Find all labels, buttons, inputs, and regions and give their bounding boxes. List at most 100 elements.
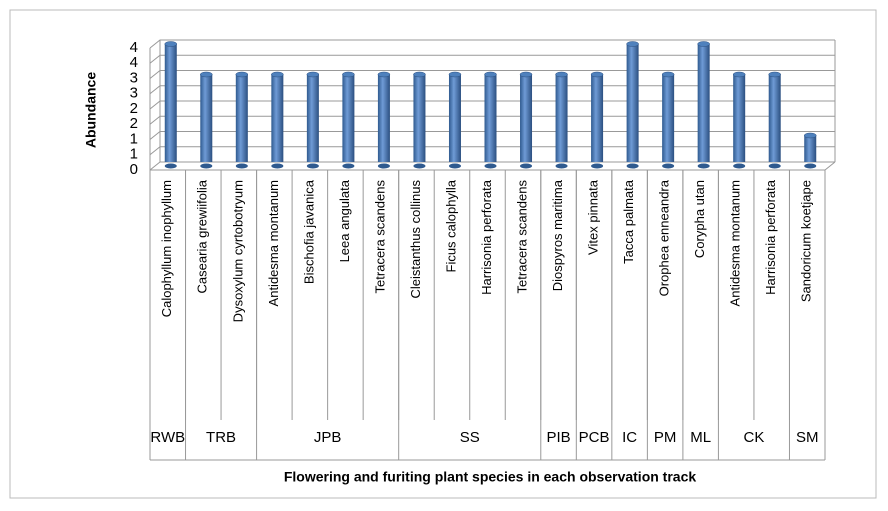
x-tick-label: Cleistanthus collinus: [408, 180, 423, 299]
bar-bottom: [448, 163, 461, 169]
x-tick-label: Orophea enneandra: [657, 179, 672, 296]
bar-top: [200, 71, 213, 78]
bar-top: [271, 71, 284, 78]
bar-bottom: [306, 163, 319, 169]
bar: [271, 74, 284, 162]
group-label: CK: [744, 429, 765, 446]
bar-bottom: [733, 163, 746, 169]
x-tick-label: Leea angulata: [337, 179, 352, 262]
bar: [413, 74, 426, 162]
bar-bottom: [555, 163, 568, 169]
x-tick-label: Bischofia javanica: [301, 179, 316, 284]
bar: [804, 135, 817, 162]
bar-bottom: [484, 163, 497, 169]
group-label: ML: [690, 429, 711, 446]
y-tick-label: 4: [130, 54, 138, 71]
y-tick-label: 3: [130, 69, 138, 86]
bar-top: [164, 41, 178, 47]
bar: [377, 74, 390, 162]
x-tick-label: Dysoxylum cyrtobotryum: [230, 180, 245, 322]
x-tick-label: Tetracera scandens: [514, 180, 529, 294]
bar-bottom: [200, 163, 213, 169]
bar-bottom: [377, 163, 390, 169]
x-tick-label: Tetracera scandens: [372, 180, 387, 294]
bar: [235, 74, 248, 162]
bar-top: [803, 132, 817, 139]
bar: [484, 74, 497, 162]
y-tick-label: 2: [130, 100, 138, 117]
bar-bottom: [235, 163, 248, 169]
y-tick-label: 1: [130, 130, 138, 147]
bar: [768, 74, 781, 162]
x-tick-label: Harrisonia perforata: [479, 179, 494, 295]
bar-bottom: [591, 163, 604, 169]
x-tick-label: Vitex pinnata: [586, 179, 601, 255]
group-label: PIB: [546, 429, 570, 446]
bar-top: [306, 71, 320, 78]
grid-line: [149, 54, 835, 64]
bar: [662, 74, 675, 162]
bar-bottom: [804, 163, 817, 169]
x-tick-label: Ficus calophylla: [443, 179, 458, 272]
y-axis-title: Abundance: [83, 72, 99, 148]
bar-top: [484, 71, 497, 78]
group-label: TRB: [206, 429, 236, 446]
bar-top: [590, 71, 604, 78]
x-tick-label: Tacca palmata: [621, 179, 636, 264]
bar-top: [768, 71, 781, 78]
x-tick-label: Antidesma montanum: [266, 180, 281, 306]
y-tick-label: 2: [130, 115, 138, 132]
bar-bottom: [697, 163, 710, 169]
bar-top: [377, 71, 391, 78]
x-tick-label: Harrisonia perforata: [763, 179, 778, 295]
y-tick-label: 4: [130, 39, 138, 56]
y-tick-label: 0: [130, 161, 138, 178]
x-tick-label: Corypha utan: [692, 180, 707, 258]
bar-top: [235, 71, 249, 78]
group-label: RWB: [150, 429, 185, 446]
x-tick-label: Diospyros maritima: [550, 179, 565, 291]
bar-top: [519, 71, 533, 78]
bar-top: [661, 71, 675, 78]
bar: [448, 74, 461, 162]
x-tick-label: Antidesma montanum: [728, 180, 743, 306]
x-axis-title: Flowering and furiting plant species in …: [284, 469, 697, 485]
bar-bottom: [164, 163, 177, 169]
x-tick-label: Sandoricum koetjape: [799, 180, 814, 302]
bar-top: [413, 71, 426, 78]
bar-top: [342, 71, 355, 78]
bar: [200, 74, 213, 162]
group-label: PM: [654, 429, 677, 446]
group-label: JPB: [314, 429, 342, 446]
bar: [591, 74, 604, 162]
y-tick-label: 1: [130, 146, 138, 163]
bar-bottom: [626, 163, 639, 169]
bar-bottom: [413, 163, 426, 169]
bar-top: [555, 71, 568, 78]
bar: [555, 74, 568, 162]
chart-border: [9, 9, 877, 499]
bar-top: [626, 41, 639, 47]
group-label: SS: [460, 429, 480, 446]
bar-bottom: [768, 163, 781, 169]
bar-top: [697, 41, 710, 47]
bar: [520, 74, 533, 162]
bar: [342, 74, 355, 162]
x-tick-label: Calophyllum inophyllum: [159, 180, 174, 317]
bar-bottom: [520, 163, 533, 169]
bar: [164, 44, 177, 162]
bar: [733, 74, 746, 162]
bar-top: [448, 71, 462, 78]
bar: [697, 44, 710, 162]
bar: [306, 74, 319, 162]
bar: [626, 44, 639, 162]
bar-bottom: [662, 163, 675, 169]
group-label: PCB: [579, 429, 610, 446]
bar-top: [732, 71, 746, 78]
x-tick-label: Casearia grewiifolia: [195, 179, 210, 293]
y-tick-label: 3: [130, 85, 138, 102]
bar-bottom: [271, 163, 284, 169]
group-label: IC: [622, 429, 637, 446]
grid-line: [149, 39, 835, 49]
